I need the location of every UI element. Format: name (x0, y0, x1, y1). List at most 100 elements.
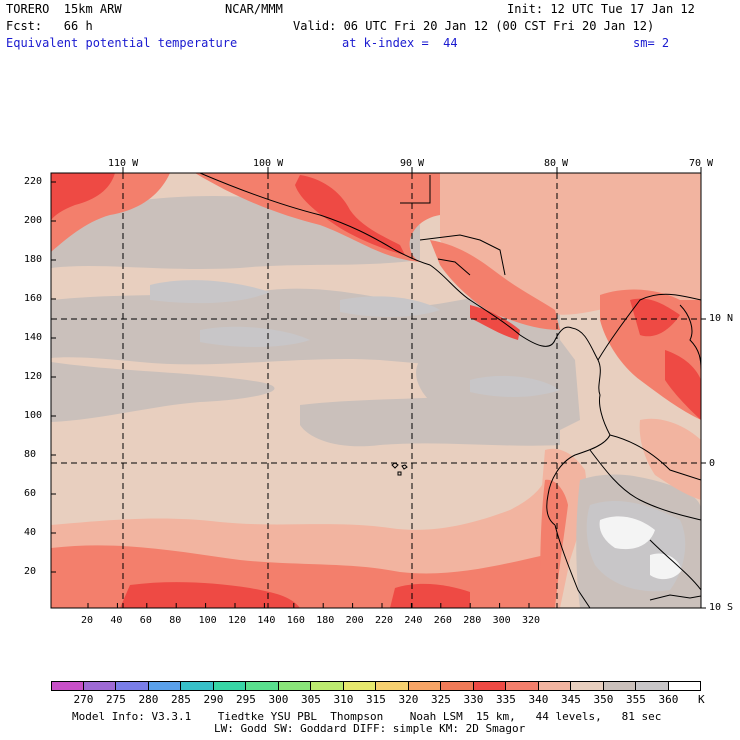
lat-label-10n: 10 N (709, 313, 734, 324)
colorbar-swatch (311, 681, 344, 691)
y-grid-label: 100 (24, 410, 43, 421)
x-grid-label: 60 (139, 615, 152, 626)
field-region-c330 (390, 583, 470, 608)
colorbar-swatch (343, 681, 376, 691)
colorbar-swatch (246, 681, 279, 691)
colorbar-swatch (473, 681, 506, 691)
colorbar-swatch (376, 681, 409, 691)
colorbar-label: 340 (528, 693, 549, 706)
colorbar-swatch (408, 681, 441, 691)
colorbar-swatch (181, 681, 214, 691)
lon-label-110w: 110 W (108, 158, 139, 169)
field-region-c355 (200, 326, 310, 347)
lon-label-70w: 70 W (689, 158, 714, 169)
colorbar-label: 315 (366, 693, 386, 706)
field-region-c355 (470, 375, 560, 397)
y-grid-label: 60 (24, 488, 37, 499)
x-grid-label: 220 (375, 615, 394, 626)
field-region-c350 (51, 362, 275, 422)
y-grid-label: 140 (24, 332, 43, 343)
lon-label-90w: 90 W (400, 158, 425, 169)
organization-label: NCAR/MMM (225, 2, 283, 16)
colorbar-label: 305 (301, 693, 321, 706)
field-region-c330 (630, 298, 680, 337)
colorbar-label: 360 (658, 693, 679, 706)
colorbar-label: 285 (171, 693, 191, 706)
lat-label-10s: 10 S (709, 602, 734, 613)
field-region-c330 (295, 175, 405, 255)
y-grid-label: 120 (24, 371, 43, 382)
colorbar-swatch (668, 681, 701, 691)
field-region-c340 (639, 418, 701, 500)
x-grid-label: 100 (198, 615, 217, 626)
colorbar-label: 350 (593, 693, 614, 706)
field-region-c330 (51, 173, 115, 220)
colorbar-swatch (148, 681, 181, 691)
map-field (51, 173, 701, 608)
colorbar-label: 275 (106, 693, 126, 706)
model-title: TORERO 15km ARW (6, 2, 122, 16)
field-region-c330 (470, 305, 520, 340)
field-name: Equivalent potential temperature (6, 36, 238, 50)
field-region-c330 (120, 582, 300, 608)
x-grid-label: 120 (228, 615, 247, 626)
colorbar-swatch (213, 681, 246, 691)
colorbar-label: 290 (203, 693, 224, 706)
colorbar-swatch (441, 681, 474, 691)
y-grid-label: 200 (24, 215, 43, 226)
colorbar-swatch (571, 681, 604, 691)
field-region-c355 (340, 296, 440, 317)
init-time: Init: 12 UTC Tue 17 Jan 12 (507, 2, 695, 16)
field-region-c355 (150, 280, 270, 304)
x-grid-label: 240 (404, 615, 423, 626)
lon-label-80w: 80 W (544, 158, 569, 169)
colorbar-label: 295 (236, 693, 256, 706)
x-grid-label: 280 (463, 615, 482, 626)
field-region-c330 (665, 350, 701, 420)
colorbar-swatch (538, 681, 571, 691)
field-region-c360 (650, 553, 682, 580)
colorbar-label: 270 (73, 693, 94, 706)
x-grid-label: 40 (110, 615, 123, 626)
colorbar-label: 335 (496, 693, 516, 706)
colorbar-label: 330 (463, 693, 484, 706)
model-info-line1: Model Info: V3.3.1 Tiedtke YSU PBL Thomp… (72, 710, 662, 723)
y-grid-label: 220 (24, 176, 43, 187)
x-grid-label: 140 (257, 615, 276, 626)
colorbar-label: 280 (138, 693, 159, 706)
field-region-c360 (599, 516, 655, 550)
x-grid-label: 180 (316, 615, 335, 626)
y-grid-label: 160 (24, 293, 43, 304)
colorbar-swatch (51, 681, 84, 691)
model-info-line2: LW: Godd SW: Goddard DIFF: simple KM: 2D… (214, 722, 526, 735)
graticule (51, 173, 701, 608)
forecast-hour: Fcst: 66 h (6, 19, 93, 33)
y-grid-label: 80 (24, 449, 37, 460)
x-grid-label: 260 (433, 615, 452, 626)
map-frame (50, 172, 702, 609)
y-grid-label: 40 (24, 527, 37, 538)
colorbar-swatch (83, 681, 116, 691)
colorbar-swatch (116, 681, 149, 691)
smoothing-label: sm= 2 (633, 36, 670, 50)
colorbar-label: 325 (431, 693, 451, 706)
x-grid-label: 200 (345, 615, 364, 626)
colorbar-swatch (506, 681, 539, 691)
colorbar-label: 345 (561, 693, 581, 706)
coastlines (199, 173, 701, 608)
x-grid-label: 20 (81, 615, 94, 626)
colorbar-swatch (603, 681, 636, 691)
lat-label-0: 0 (709, 458, 716, 469)
x-grid-label: 320 (522, 615, 541, 626)
colorbar-swatch (636, 681, 669, 691)
lon-label-100w: 100 W (253, 158, 284, 169)
x-grid-label: 160 (286, 615, 305, 626)
colorbar-label: 320 (398, 693, 419, 706)
colorbar-label: 310 (333, 693, 354, 706)
x-grid-label: 80 (169, 615, 182, 626)
level-label: at k-index = 44 (342, 36, 458, 50)
axis-ticks (51, 167, 706, 609)
y-grid-label: 180 (24, 254, 43, 265)
y-grid-label: 20 (24, 566, 37, 577)
